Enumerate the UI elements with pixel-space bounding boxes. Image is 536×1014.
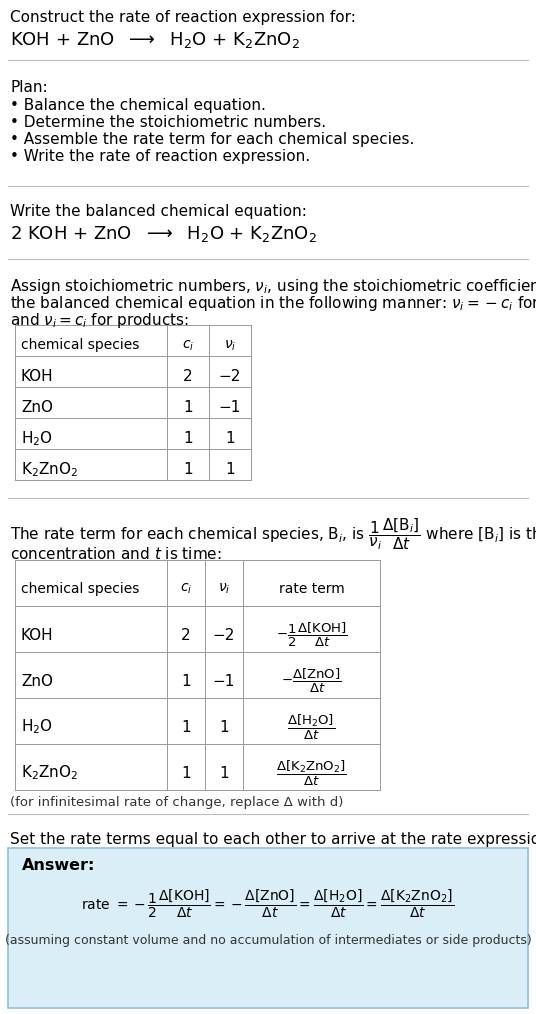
Text: • Determine the stoichiometric numbers.: • Determine the stoichiometric numbers. (10, 115, 326, 130)
Text: 2 KOH + ZnO  $\longrightarrow$  H$_2$O + K$_2$ZnO$_2$: 2 KOH + ZnO $\longrightarrow$ H$_2$O + K… (10, 224, 317, 244)
Text: rate $= -\dfrac{1}{2}\dfrac{\Delta[\mathrm{KOH}]}{\Delta t} = -\dfrac{\Delta[\ma: rate $= -\dfrac{1}{2}\dfrac{\Delta[\math… (81, 888, 455, 921)
Text: chemical species: chemical species (21, 582, 139, 596)
Text: 1: 1 (181, 720, 191, 734)
Text: The rate term for each chemical species, B$_i$, is $\dfrac{1}{\nu_i}\dfrac{\Delt: The rate term for each chemical species,… (10, 516, 536, 552)
Text: • Write the rate of reaction expression.: • Write the rate of reaction expression. (10, 149, 310, 164)
Text: KOH: KOH (21, 628, 54, 643)
Text: −1: −1 (219, 400, 241, 415)
Text: H$_2$O: H$_2$O (21, 429, 53, 448)
Text: (for infinitesimal rate of change, replace Δ with d): (for infinitesimal rate of change, repla… (10, 796, 344, 809)
Text: $c_i$: $c_i$ (182, 339, 194, 353)
Text: the balanced chemical equation in the following manner: $\nu_i = -c_i$ for react: the balanced chemical equation in the fo… (10, 294, 536, 313)
Text: $-\dfrac{\Delta[\mathrm{ZnO}]}{\Delta t}$: $-\dfrac{\Delta[\mathrm{ZnO}]}{\Delta t}… (281, 667, 342, 695)
Text: KOH + ZnO  $\longrightarrow$  H$_2$O + K$_2$ZnO$_2$: KOH + ZnO $\longrightarrow$ H$_2$O + K$_… (10, 30, 300, 50)
Text: rate term: rate term (279, 582, 344, 596)
Text: $-\dfrac{1}{2}\dfrac{\Delta[\mathrm{KOH}]}{\Delta t}$: $-\dfrac{1}{2}\dfrac{\Delta[\mathrm{KOH}… (276, 621, 347, 649)
Text: 1: 1 (225, 431, 235, 446)
Text: ZnO: ZnO (21, 673, 53, 689)
Text: $\nu_i$: $\nu_i$ (218, 582, 230, 596)
Text: (assuming constant volume and no accumulation of intermediates or side products): (assuming constant volume and no accumul… (5, 934, 531, 947)
Text: 1: 1 (181, 766, 191, 781)
Text: Construct the rate of reaction expression for:: Construct the rate of reaction expressio… (10, 10, 356, 25)
Text: $\nu_i$: $\nu_i$ (224, 339, 236, 353)
Text: 1: 1 (183, 431, 193, 446)
Text: 1: 1 (183, 400, 193, 415)
Text: K$_2$ZnO$_2$: K$_2$ZnO$_2$ (21, 764, 78, 783)
FancyBboxPatch shape (8, 848, 528, 1008)
Text: • Balance the chemical equation.: • Balance the chemical equation. (10, 98, 266, 113)
Text: concentration and $t$ is time:: concentration and $t$ is time: (10, 546, 222, 562)
Text: 1: 1 (225, 462, 235, 477)
Text: Answer:: Answer: (22, 858, 95, 873)
Text: • Assemble the rate term for each chemical species.: • Assemble the rate term for each chemic… (10, 132, 414, 147)
Text: KOH: KOH (21, 369, 54, 384)
Text: $\dfrac{\Delta[\mathrm{K_2ZnO_2}]}{\Delta t}$: $\dfrac{\Delta[\mathrm{K_2ZnO_2}]}{\Delt… (276, 758, 347, 788)
Text: $c_i$: $c_i$ (180, 582, 192, 596)
Text: and $\nu_i = c_i$ for products:: and $\nu_i = c_i$ for products: (10, 311, 189, 330)
Text: Set the rate terms equal to each other to arrive at the rate expression:: Set the rate terms equal to each other t… (10, 832, 536, 847)
Text: 1: 1 (219, 720, 229, 734)
Text: Plan:: Plan: (10, 80, 48, 95)
Text: chemical species: chemical species (21, 339, 139, 353)
Text: $\dfrac{\Delta[\mathrm{H_2O}]}{\Delta t}$: $\dfrac{\Delta[\mathrm{H_2O}]}{\Delta t}… (287, 713, 336, 741)
Text: 1: 1 (183, 462, 193, 477)
Text: −2: −2 (213, 628, 235, 643)
Text: H$_2$O: H$_2$O (21, 718, 53, 736)
Text: Write the balanced chemical equation:: Write the balanced chemical equation: (10, 204, 307, 219)
Text: ZnO: ZnO (21, 400, 53, 415)
Text: −2: −2 (219, 369, 241, 384)
Text: K$_2$ZnO$_2$: K$_2$ZnO$_2$ (21, 460, 78, 479)
Text: 2: 2 (183, 369, 193, 384)
Text: 1: 1 (181, 673, 191, 689)
Text: 1: 1 (219, 766, 229, 781)
Text: −1: −1 (213, 673, 235, 689)
Text: Assign stoichiometric numbers, $\nu_i$, using the stoichiometric coefficients, $: Assign stoichiometric numbers, $\nu_i$, … (10, 277, 536, 296)
Text: 2: 2 (181, 628, 191, 643)
